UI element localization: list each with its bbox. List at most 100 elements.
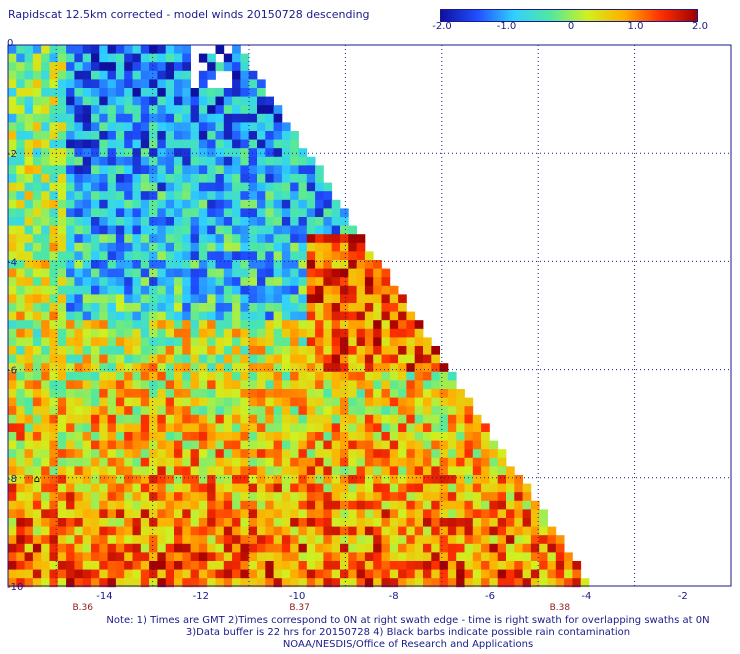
swath-pixel: [464, 535, 474, 545]
swath-pixel: [265, 251, 274, 261]
swath-pixel: [381, 380, 391, 390]
swath-pixel: [66, 105, 75, 115]
swath-pixel: [74, 105, 84, 115]
swath-pixel: [290, 578, 299, 588]
swath-pixel: [174, 320, 183, 330]
swath-pixel: [414, 371, 424, 381]
swath-pixel: [223, 337, 233, 347]
swath-pixel: [381, 328, 391, 338]
swath-pixel: [356, 354, 366, 364]
swath-pixel: [331, 242, 341, 252]
swath-pixel: [16, 526, 25, 536]
swath-pixel: [281, 260, 291, 269]
swath-pixel: [115, 509, 125, 519]
swath-pixel: [140, 380, 150, 390]
swath-pixel: [331, 277, 341, 287]
swath-pixel: [32, 380, 42, 390]
swath-pixel: [140, 371, 150, 381]
swath-pixel: [57, 294, 67, 304]
swath-pixel: [140, 53, 150, 63]
swath-pixel: [406, 389, 416, 398]
swath-pixel: [41, 578, 50, 588]
swath-pixel: [257, 311, 266, 321]
swath-pixel: [381, 268, 391, 278]
swath-pixel: [91, 509, 100, 519]
swath-pixel: [8, 423, 17, 433]
swath-pixel: [124, 182, 133, 192]
swath-pixel: [265, 363, 274, 373]
swath-pixel: [439, 543, 449, 553]
swath-pixel: [331, 199, 341, 209]
swath-pixel: [514, 483, 523, 493]
swath-pixel: [298, 449, 308, 459]
swath-pixel: [74, 432, 84, 441]
swath-pixel: [281, 242, 291, 252]
swath-pixel: [74, 518, 84, 527]
swath-pixel: [456, 543, 465, 553]
swath-pixel: [398, 518, 407, 527]
swath-pixel: [57, 131, 67, 140]
swath-pixel: [207, 380, 216, 390]
swath-pixel: [215, 131, 225, 140]
swath-pixel: [149, 561, 158, 570]
swath-pixel: [182, 320, 191, 330]
swath-pixel: [265, 526, 274, 536]
swath-pixel: [298, 526, 308, 536]
swath-pixel: [223, 139, 233, 149]
swath-pixel: [107, 346, 117, 355]
swath-pixel: [140, 432, 150, 441]
swath-pixel: [323, 328, 333, 338]
swath-pixel: [315, 492, 324, 502]
swath-pixel: [99, 397, 108, 407]
swath-pixel: [215, 122, 225, 132]
swath-pixel: [281, 457, 291, 467]
swath-pixel: [165, 423, 175, 433]
swath-pixel: [157, 234, 167, 244]
swath-pixel: [115, 483, 125, 493]
swath-pixel: [32, 268, 42, 278]
swath-pixel: [306, 483, 316, 493]
swath-pixel: [373, 389, 382, 398]
swath-pixel: [107, 320, 117, 330]
swath-pixel: [198, 380, 208, 390]
swath-pixel: [439, 440, 449, 450]
swath-pixel: [157, 294, 167, 304]
swath-pixel: [99, 88, 108, 97]
swath-pixel: [32, 62, 42, 72]
swath-pixel: [257, 156, 266, 166]
swath-pixel: [157, 363, 167, 373]
swath-pixel: [198, 156, 208, 166]
swath-pixel: [348, 354, 357, 364]
swath-pixel: [315, 518, 324, 527]
swath-pixel: [66, 346, 75, 355]
swath-pixel: [530, 526, 540, 536]
swath-pixel: [82, 174, 92, 183]
swath-pixel: [248, 311, 258, 321]
swath-pixel: [273, 277, 283, 287]
swath-pixel: [24, 328, 34, 338]
swath-pixel: [41, 45, 50, 54]
swath-pixel: [240, 260, 250, 269]
swath-pixel: [99, 423, 108, 433]
swath-pixel: [24, 182, 34, 192]
swath-pixel: [115, 113, 125, 123]
swath-pixel: [215, 139, 225, 149]
swath-pixel: [24, 285, 34, 295]
swath-pixel: [306, 543, 316, 553]
swath-pixel: [464, 414, 474, 424]
swath-pixel: [522, 561, 532, 570]
swath-pixel: [82, 234, 92, 244]
swath-pixel: [248, 552, 258, 562]
swath-pixel: [24, 449, 34, 459]
swath-pixel: [124, 492, 133, 502]
swath-pixel: [149, 208, 158, 218]
swath-pixel: [57, 53, 67, 63]
swath-pixel: [248, 526, 258, 536]
swath-pixel: [182, 268, 191, 278]
swath-pixel: [232, 174, 241, 183]
swath-pixel: [431, 543, 440, 553]
swath-pixel: [315, 466, 324, 476]
swath-pixel: [49, 45, 59, 54]
swath-pixel: [423, 423, 432, 433]
swath-pixel: [381, 569, 391, 579]
